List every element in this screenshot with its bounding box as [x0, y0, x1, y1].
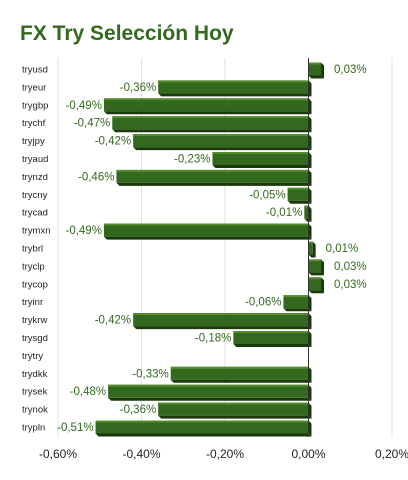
bar-trynok [158, 402, 312, 419]
x-tick-label-0: -0,60% [39, 447, 77, 461]
category-label-trysek: trysek [22, 387, 48, 398]
category-label-trychf: trychf [22, 118, 46, 129]
bar-tryclp [308, 259, 325, 276]
bar-tryinr [283, 295, 312, 312]
category-label-tryusd: tryusd [22, 65, 48, 76]
bar-trybrl [308, 241, 316, 258]
bar-trymxn [103, 223, 312, 240]
value-label-tryeur: -0,36% [120, 82, 156, 94]
bar-tryjpy [133, 134, 312, 151]
value-labels: 0,03% -0,36% -0,49% -0,47% -0,42% -0,23% -0,46… [57, 64, 366, 434]
value-label-tryaud: -0,23% [174, 154, 210, 166]
x-tick-label-4: 0,20% [375, 447, 408, 461]
value-label-tryclp: 0,03% [334, 261, 367, 273]
bar-trysgd [233, 331, 312, 347]
value-label-tryusd: 0,03% [334, 64, 367, 76]
bar-trycop [308, 277, 325, 294]
x-tick-label-3: 0,00% [291, 447, 325, 461]
category-label-trydkk: trydkk [22, 369, 48, 380]
bar-trynzd [116, 169, 312, 186]
x-tick-label-1: -0,40% [122, 447, 160, 461]
category-label-tryclp: tryclp [22, 261, 45, 272]
value-label-trykrw: -0,42% [95, 315, 131, 327]
bar-tryaud [212, 152, 312, 168]
bar-trycny [287, 187, 312, 204]
value-label-trycny: -0,05% [249, 189, 285, 201]
value-label-trynzd: -0,46% [78, 171, 114, 183]
category-label-trynzd: trynzd [22, 172, 48, 183]
bar-trysek [108, 384, 312, 401]
bar-trypln [95, 420, 312, 437]
bar-tryusd [308, 62, 325, 79]
bar-trychf [112, 116, 312, 133]
x-tick-labels: -0,60% -0,40% -0,20% 0,00% 0,20% [39, 447, 408, 461]
category-label-trypln: trypln [22, 423, 45, 434]
category-label-trysgd: trysgd [22, 333, 48, 344]
bar-trycad [304, 205, 312, 222]
value-label-trydkk: -0,33% [132, 368, 168, 380]
category-label-trycad: trycad [22, 208, 48, 219]
category-label-tryinr: tryinr [22, 297, 43, 308]
bars [95, 58, 325, 437]
bar-trykrw [133, 313, 312, 330]
category-label-trycny: trycny [22, 190, 48, 201]
category-label-tryaud: tryaud [22, 154, 48, 165]
value-label-trysgd: -0,18% [195, 333, 231, 345]
value-label-tryinr: -0,06% [245, 297, 281, 309]
category-label-trykrw: trykrw [22, 315, 47, 326]
value-label-trygbp: -0,49% [65, 100, 101, 112]
bar-tryeur [158, 80, 312, 97]
value-label-trybrl: 0,01% [326, 243, 359, 255]
value-label-trycad: -0,01% [266, 207, 302, 219]
bar-trydkk [170, 366, 312, 383]
value-label-trysek: -0,48% [70, 386, 106, 398]
category-label-tryjpy: tryjpy [22, 136, 45, 147]
value-label-trynok: -0,36% [120, 404, 156, 416]
category-labels: tryusd tryeur trygbp trychf tryjpy tryaud tryn… [22, 65, 51, 434]
category-label-trycop: trycop [22, 279, 48, 290]
category-label-tryeur: tryeur [22, 82, 46, 93]
category-label-trytry: trytry [22, 351, 43, 362]
category-label-trygbp: trygbp [22, 100, 48, 111]
category-label-trymxn: trymxn [22, 226, 51, 237]
value-label-tryjpy: -0,42% [95, 136, 131, 148]
value-label-trymxn: -0,49% [65, 225, 101, 237]
category-label-trynok: trynok [22, 405, 48, 416]
value-label-trychf: -0,47% [74, 118, 110, 130]
value-label-trycop: 0,03% [334, 279, 367, 291]
value-label-trypln: -0,51% [57, 422, 93, 434]
bar-trygbp [103, 98, 312, 115]
chart-title: FX Try Selección Hoy [20, 22, 234, 45]
category-label-trybrl: trybrl [22, 244, 43, 255]
x-tick-label-2: -0,20% [206, 447, 244, 461]
